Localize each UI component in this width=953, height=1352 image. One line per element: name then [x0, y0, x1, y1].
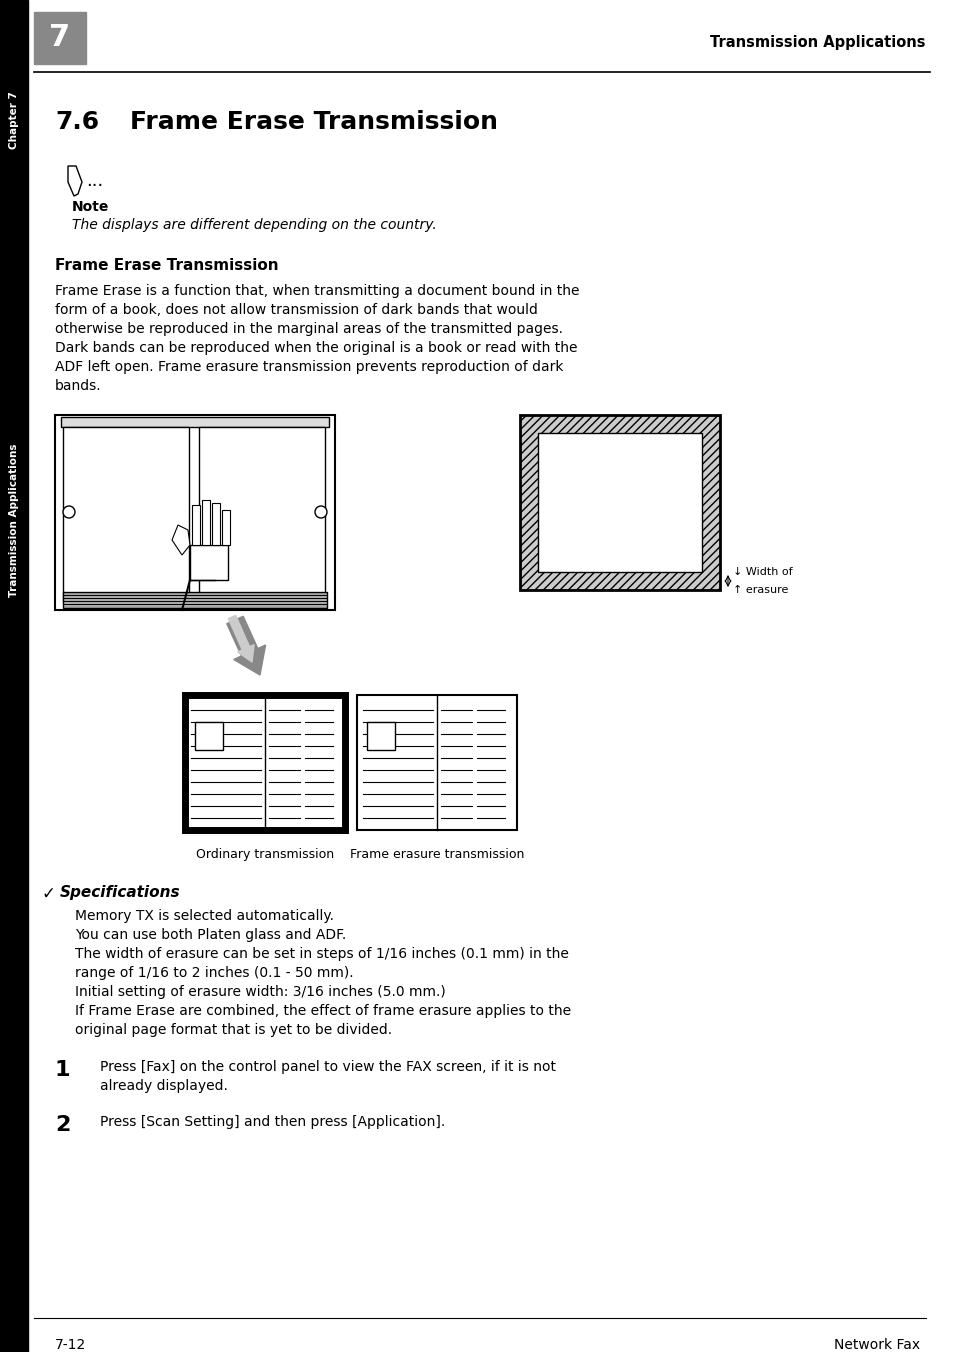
Bar: [519, 415, 720, 589]
Bar: [537, 433, 701, 572]
Text: ↓ Width of: ↓ Width of: [732, 566, 792, 577]
Bar: [199, 427, 325, 602]
Text: Ordinary transmission: Ordinary transmission: [195, 848, 334, 861]
Text: Frame Erase is a function that, when transmitting a document bound in the: Frame Erase is a function that, when tra…: [55, 284, 578, 297]
Text: range of 1/16 to 2 inches (0.1 - 50 mm).: range of 1/16 to 2 inches (0.1 - 50 mm).: [75, 965, 354, 980]
Circle shape: [63, 506, 75, 518]
Bar: [61, 416, 329, 427]
Bar: [34, 12, 86, 64]
Text: 7-12: 7-12: [55, 1338, 86, 1352]
Bar: [194, 722, 223, 750]
Bar: [212, 503, 220, 545]
Text: original page format that is yet to be divided.: original page format that is yet to be d…: [75, 1023, 392, 1037]
Bar: [192, 506, 200, 545]
Text: otherwise be reproduced in the marginal areas of the transmitted pages.: otherwise be reproduced in the marginal …: [55, 322, 562, 337]
Text: The width of erasure can be set in steps of 1/16 inches (0.1 mm) in the: The width of erasure can be set in steps…: [75, 946, 568, 961]
Text: Specifications: Specifications: [60, 886, 180, 900]
Text: Dark bands can be reproduced when the original is a book or read with the: Dark bands can be reproduced when the or…: [55, 341, 577, 356]
Text: form of a book, does not allow transmission of dark bands that would: form of a book, does not allow transmiss…: [55, 303, 537, 316]
Text: Press [Fax] on the control panel to view the FAX screen, if it is not: Press [Fax] on the control panel to view…: [100, 1060, 556, 1073]
Bar: [63, 592, 327, 608]
Text: 2: 2: [55, 1115, 71, 1134]
Text: already displayed.: already displayed.: [100, 1079, 228, 1092]
Bar: [202, 500, 210, 545]
Bar: [190, 545, 228, 580]
Bar: [356, 695, 517, 830]
Text: Memory TX is selected automatically.: Memory TX is selected automatically.: [75, 909, 334, 923]
FancyArrow shape: [228, 615, 253, 662]
Text: ADF left open. Frame erasure transmission prevents reproduction of dark: ADF left open. Frame erasure transmissio…: [55, 360, 563, 375]
Bar: [367, 722, 395, 750]
Text: 7: 7: [50, 23, 71, 53]
FancyArrow shape: [227, 617, 265, 675]
Polygon shape: [68, 166, 82, 196]
Polygon shape: [172, 525, 190, 556]
Text: 7.6: 7.6: [55, 110, 99, 134]
Text: Frame erasure transmission: Frame erasure transmission: [350, 848, 523, 861]
Bar: [185, 695, 345, 830]
Text: Note: Note: [71, 200, 110, 214]
Circle shape: [314, 506, 327, 518]
Text: Initial setting of erasure width: 3/16 inches (5.0 mm.): Initial setting of erasure width: 3/16 i…: [75, 986, 445, 999]
Text: bands.: bands.: [55, 379, 102, 393]
Text: Network Fax: Network Fax: [833, 1338, 919, 1352]
Text: Frame Erase Transmission: Frame Erase Transmission: [55, 258, 278, 273]
Bar: [63, 427, 189, 602]
Text: Press [Scan Setting] and then press [Application].: Press [Scan Setting] and then press [App…: [100, 1115, 445, 1129]
Text: You can use both Platen glass and ADF.: You can use both Platen glass and ADF.: [75, 927, 346, 942]
Text: Transmission Applications: Transmission Applications: [9, 443, 19, 596]
Text: If Frame Erase are combined, the effect of frame erasure applies to the: If Frame Erase are combined, the effect …: [75, 1005, 571, 1018]
Text: ...: ...: [86, 172, 103, 191]
Text: 1: 1: [55, 1060, 71, 1080]
Text: ↑ erasure: ↑ erasure: [732, 585, 787, 595]
Bar: [55, 415, 335, 610]
Bar: [0, 0, 28, 1352]
Bar: [222, 510, 230, 545]
Text: Chapter 7: Chapter 7: [9, 91, 19, 149]
Text: ✓: ✓: [42, 886, 56, 903]
Text: The displays are different depending on the country.: The displays are different depending on …: [71, 218, 436, 233]
Text: Frame Erase Transmission: Frame Erase Transmission: [130, 110, 497, 134]
Text: Transmission Applications: Transmission Applications: [710, 35, 925, 50]
